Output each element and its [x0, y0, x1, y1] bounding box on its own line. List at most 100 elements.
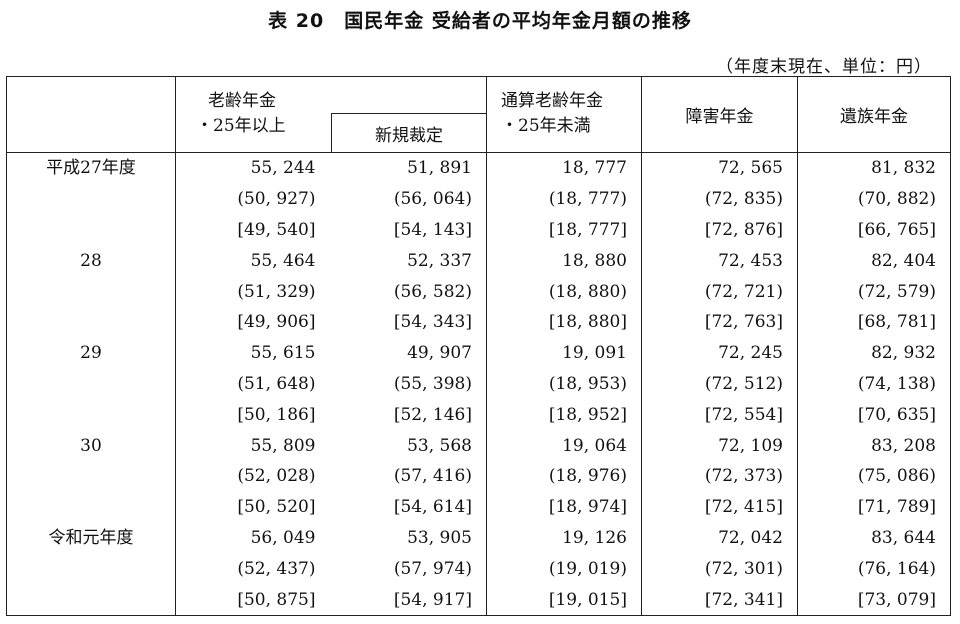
table-row: [49, 906] [54, 343] [18, 880] [72, 763] [68,… — [6, 306, 951, 338]
table-row: (51, 648) (55, 398) (18, 953) (72, 512) (74,… — [6, 368, 951, 400]
row-value-col2: (55, 398) — [329, 368, 487, 400]
row-value-col5: [68, 781] — [797, 306, 951, 338]
row-value-col1: [50, 875] — [175, 584, 330, 616]
table-row: (52, 437) (57, 974) (19, 019) (72, 301) (76,… — [6, 553, 951, 585]
row-value-col5: [70, 635] — [797, 399, 951, 431]
row-value-col2: [54, 614] — [329, 491, 487, 523]
row-value-col3: (19, 019) — [486, 553, 642, 585]
row-value-col1: (51, 329) — [237, 281, 316, 302]
row-value-col2: [52, 146] — [329, 399, 487, 431]
row-value-col2: [54, 917] — [329, 584, 487, 616]
row-value-col3: 19, 091 — [486, 337, 642, 369]
row-year-label: 令和元年度 — [6, 522, 176, 554]
header-year-blank — [6, 76, 176, 153]
row-value-col1: [49, 906] — [237, 312, 316, 333]
row-value-col4: [72, 415] — [641, 491, 798, 523]
row-year-label — [6, 584, 176, 616]
row-value-col2: 51, 891 — [329, 152, 487, 184]
table-row: [50, 520] [54, 614] [18, 974] [72, 415] [71,… — [6, 491, 951, 523]
row-value-col5: 82, 932 — [797, 337, 951, 369]
table-row: [50, 186] [52, 146] [18, 952] [72, 554] [70,… — [6, 399, 951, 431]
table-row: [49, 540] [54, 143] [18, 777] [72, 876] [66,… — [6, 214, 951, 246]
row-value-col4: 72, 109 — [641, 430, 798, 461]
table-row: 30 55, 809 53, 568 19, 064 72, 109 83, 208 — [6, 430, 951, 461]
header-survivor: 遺族年金 — [797, 76, 951, 153]
row-value-col4: 72, 245 — [641, 337, 798, 369]
pension-table: 老齢年金 ・25年以上 新規裁定 通算老齢年金 ・25年未満 障害年金 遺 — [6, 76, 951, 616]
row-value-col2: 52, 337 — [329, 245, 487, 277]
row-value-col5: (72, 579) — [797, 276, 951, 307]
row-value-col1: (52, 437) — [237, 558, 316, 579]
row-value-col5: [73, 079] — [797, 584, 951, 616]
row-value-col5: (70, 882) — [797, 183, 951, 215]
row-value-col2: (56, 582) — [329, 276, 487, 307]
row-value-col3: [19, 015] — [486, 584, 642, 616]
row-value-col5: 81, 832 — [797, 152, 951, 184]
table-row: 29 55, 615 49, 907 19, 091 72, 245 82, 932 — [6, 337, 951, 369]
header-tsusan-line2: ・25年未満 — [501, 116, 591, 136]
row-year-label — [6, 276, 176, 307]
row-value-col2: (56, 064) — [329, 183, 487, 215]
header-new-award: 新規裁定 — [331, 113, 486, 152]
row-year-label: 平成27年度 — [6, 152, 176, 184]
row-value-col1: 55, 244 — [250, 158, 316, 179]
row-value-col3: [18, 880] — [486, 306, 642, 338]
row-value-col2: 53, 905 — [329, 522, 487, 554]
header-tsusan: 通算老齢年金 ・25年未満 — [486, 76, 642, 153]
row-value-col3: [18, 777] — [486, 214, 642, 246]
row-value-col1: 55, 615 — [250, 343, 316, 364]
row-value-col4: 72, 042 — [641, 522, 798, 554]
row-value-col4: [72, 341] — [641, 584, 798, 616]
row-value-col3: 18, 880 — [486, 245, 642, 277]
row-value-col5: 83, 208 — [797, 430, 951, 461]
row-value-col3: (18, 953) — [486, 368, 642, 400]
row-value-col3: 19, 126 — [486, 522, 642, 554]
row-year-label: 28 — [6, 245, 176, 277]
row-value-col1: [50, 520] — [237, 497, 316, 518]
row-value-col5: (76, 164) — [797, 553, 951, 585]
row-value-col3: 18, 777 — [486, 152, 642, 184]
row-value-col1: 55, 809 — [250, 435, 316, 456]
row-value-col5: (75, 086) — [797, 460, 951, 492]
row-value-col3: [18, 952] — [486, 399, 642, 431]
row-value-col4: (72, 721) — [641, 276, 798, 307]
table-row: 令和元年度 56, 049 53, 905 19, 126 72, 042 83, 644 — [6, 522, 951, 554]
row-year-label — [6, 306, 176, 338]
row-value-col3: 19, 064 — [486, 430, 642, 461]
row-value-col4: [72, 763] — [641, 306, 798, 338]
row-value-col4: [72, 876] — [641, 214, 798, 246]
row-value-col1: (51, 648) — [237, 373, 316, 394]
header-old-age: 老齢年金 ・25年以上 新規裁定 — [175, 76, 487, 153]
row-value-col5: 83, 644 — [797, 522, 951, 554]
row-value-col2: 53, 568 — [329, 430, 487, 461]
row-year-label — [6, 368, 176, 400]
unit-note: （年度末現在、単位：円） — [716, 57, 932, 77]
row-year-label — [6, 491, 176, 523]
row-value-col5: (74, 138) — [797, 368, 951, 400]
row-value-col2: 49, 907 — [329, 337, 487, 369]
row-value-col4: 72, 565 — [641, 152, 798, 184]
header-tsusan-line1: 通算老齢年金 — [501, 91, 603, 111]
row-year-label: 29 — [6, 337, 176, 369]
row-value-col5: 82, 404 — [797, 245, 951, 277]
row-value-col4: [72, 554] — [641, 399, 798, 431]
row-value-col1: 56, 049 — [250, 527, 316, 548]
row-value-col4: (72, 373) — [641, 460, 798, 492]
table-row: (51, 329) (56, 582) (18, 880) (72, 721) (72,… — [6, 276, 951, 307]
header-old-age-line1: 老齢年金 — [208, 91, 276, 111]
row-value-col4: (72, 512) — [641, 368, 798, 400]
row-value-col3: (18, 880) — [486, 276, 642, 307]
row-value-col4: (72, 301) — [641, 553, 798, 585]
row-value-col2: (57, 974) — [329, 553, 487, 585]
row-value-col2: [54, 143] — [329, 214, 487, 246]
row-value-col1: [50, 186] — [237, 404, 316, 425]
row-value-col1: [49, 540] — [237, 219, 316, 240]
row-value-col3: (18, 976) — [486, 460, 642, 492]
row-value-col4: 72, 453 — [641, 245, 798, 277]
row-value-col2: (57, 416) — [329, 460, 487, 492]
row-value-col3: (18, 777) — [486, 183, 642, 215]
header-disability: 障害年金 — [641, 76, 798, 153]
row-year-label: 30 — [6, 430, 176, 461]
row-year-label — [6, 399, 176, 431]
header-old-age-line2: ・25年以上 — [196, 116, 286, 136]
